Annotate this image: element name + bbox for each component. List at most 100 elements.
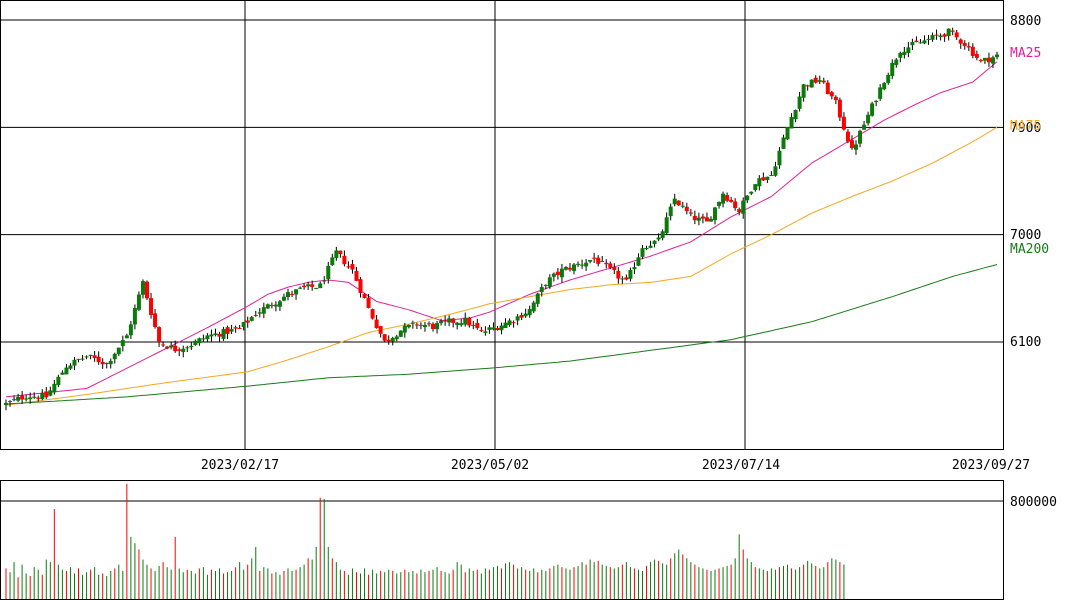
candle-body (805, 85, 810, 87)
candle-body (306, 284, 311, 287)
candle-body (491, 327, 496, 330)
candle-body (749, 191, 754, 194)
candle-body (290, 293, 295, 295)
candle-body (165, 346, 170, 349)
candle-body (201, 338, 206, 340)
candle-body (294, 289, 299, 295)
candle-body (636, 257, 641, 266)
candle-body (789, 117, 794, 129)
candle-body (422, 325, 427, 328)
candle-body (797, 96, 802, 109)
candle-body (946, 28, 951, 37)
candle-body (76, 358, 81, 360)
candle-body (487, 327, 492, 330)
candle-body (221, 329, 226, 339)
candle-body (737, 209, 742, 213)
candle-body (608, 263, 613, 268)
candle-body (620, 278, 625, 280)
ma75-line (5, 126, 998, 406)
candle-body (870, 103, 875, 116)
candle-body (447, 318, 452, 323)
candle-body (479, 329, 484, 331)
candle-body (72, 359, 77, 366)
candle-body (193, 340, 198, 346)
candle-body (640, 248, 645, 257)
candle-body (56, 376, 61, 385)
candle-body (527, 309, 532, 316)
candle-body (660, 231, 665, 239)
candle-body (926, 38, 931, 40)
ma25-label: MA25 (1010, 46, 1041, 61)
candle-body (866, 114, 871, 124)
candle-body (765, 176, 770, 180)
candle-body (338, 250, 343, 255)
candle-body (849, 140, 854, 149)
candle-body (600, 260, 605, 262)
candle-body (398, 330, 403, 337)
x-tick-label: 2023/09/27 (952, 458, 1030, 473)
candle-body (354, 270, 359, 281)
candle-body (128, 324, 133, 336)
grid (0, 0, 1003, 502)
candle-body (757, 178, 762, 187)
candle-body (443, 320, 448, 322)
candle-body (12, 399, 17, 401)
candle-body (769, 174, 774, 176)
candle-body (676, 200, 681, 206)
candle-body (285, 292, 290, 297)
candle-body (688, 212, 693, 214)
candle-body (28, 397, 33, 400)
candle-body (588, 260, 593, 262)
candle-body (483, 331, 488, 333)
candle-body (700, 216, 705, 219)
candle-body (16, 396, 21, 401)
candle-body (104, 362, 109, 364)
candle-body (761, 177, 766, 181)
ma75-label: MA75 (1010, 119, 1041, 134)
candle-body (531, 302, 536, 312)
candle-body (680, 205, 685, 207)
ma200-label: MA200 (1010, 242, 1049, 257)
candle-body (539, 287, 544, 293)
candle-body (753, 184, 758, 190)
candle-body (4, 402, 8, 405)
candle-body (825, 82, 830, 95)
candle-body (342, 255, 347, 265)
candle-body (233, 327, 238, 329)
candle-body (862, 124, 867, 130)
candle-body (36, 397, 41, 399)
candle-body (519, 315, 524, 318)
candle-body (898, 52, 903, 58)
candle-body (664, 217, 669, 234)
candle-body (886, 74, 891, 83)
candle-body (837, 99, 842, 118)
candle-body (978, 60, 983, 62)
candle-body (934, 34, 939, 36)
candle-body (910, 41, 915, 46)
candle-body (793, 109, 798, 120)
candle-body (459, 323, 464, 326)
candle-body (44, 391, 49, 398)
candle-body (878, 87, 883, 99)
candle-body (781, 137, 786, 149)
candle-body (950, 30, 955, 32)
ma200-line (5, 264, 998, 405)
candle-body (555, 271, 560, 275)
candle-body (817, 80, 822, 82)
candle-body (197, 338, 202, 344)
candle-body (535, 293, 540, 304)
candle-body (370, 309, 375, 319)
candle-body (426, 323, 431, 325)
candle-body (157, 327, 162, 343)
candle-body (652, 240, 657, 245)
candle-body (672, 198, 677, 205)
candle-body (729, 199, 734, 202)
candle-body (970, 46, 975, 56)
candle-body (503, 322, 508, 328)
candle-body (471, 324, 476, 326)
volume-y-tick-label: 800000 (1010, 495, 1057, 510)
candle-body (894, 59, 899, 65)
candle-body (60, 372, 65, 375)
candle-body (281, 296, 286, 301)
